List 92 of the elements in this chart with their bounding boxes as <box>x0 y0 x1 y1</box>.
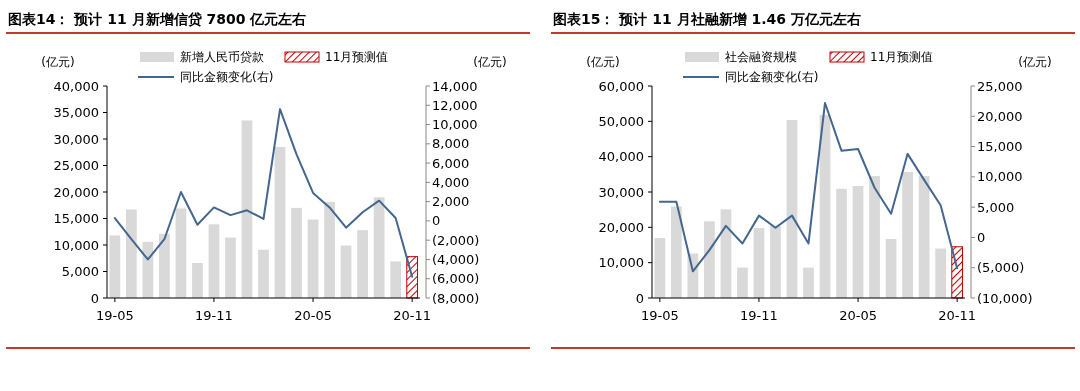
y2-tick-label: 10,000 <box>977 169 1023 185</box>
bar <box>885 238 897 298</box>
bar <box>671 206 682 298</box>
bar <box>159 233 170 298</box>
bar <box>654 237 666 298</box>
y2-tick-label: (4,000) <box>432 252 480 267</box>
bar <box>852 185 864 298</box>
y2-tick-label: (6,000) <box>432 271 480 287</box>
bar <box>737 267 748 298</box>
y-tick-label: 60,000 <box>598 78 644 94</box>
y2-tick-label: 20,000 <box>977 108 1023 124</box>
y2-tick-label: 5,000 <box>977 199 1015 215</box>
y2-tick-label: (2,000) <box>432 232 480 248</box>
x-tick-label: 19-11 <box>195 308 233 323</box>
bar <box>869 176 880 298</box>
bar <box>307 219 319 298</box>
chart-title: 图表14： 预计 11 月新增信贷 7800 亿元左右 <box>8 11 307 27</box>
y2-tick-label: 12,000 <box>432 97 478 113</box>
y2-tick-label: 2,000 <box>432 194 470 210</box>
y2-tick-label: 0 <box>977 229 986 245</box>
bar <box>770 225 781 298</box>
y2-tick-label: (5,000) <box>977 260 1025 276</box>
bar <box>935 248 947 298</box>
y-tick-label: 25,000 <box>53 158 99 174</box>
y2-tick-label: 14,000 <box>432 78 478 94</box>
x-tick-label: 19-11 <box>740 308 778 323</box>
bar <box>902 171 913 298</box>
y-tick-label: 30,000 <box>598 184 644 200</box>
y2-tick-label: 8,000 <box>432 136 470 152</box>
bar <box>109 235 121 298</box>
y2-tick-label: 0 <box>432 213 441 229</box>
legend-label: 11月预测值 <box>325 50 389 65</box>
bar <box>241 120 253 298</box>
y2-tick-label: 10,000 <box>432 117 478 133</box>
y2-tick-label: 25,000 <box>977 78 1023 94</box>
x-tick-label: 20-05 <box>294 308 332 323</box>
chart-title: 图表15： 预计 11 月社融新增 1.46 万亿元左右 <box>553 11 861 27</box>
bar <box>390 261 402 298</box>
y2-tick-label: 4,000 <box>432 174 470 190</box>
x-tick-label: 20-11 <box>393 308 432 323</box>
line-series <box>658 101 959 273</box>
y2-axis-title: (亿元) <box>473 55 507 69</box>
y2-tick-label: 15,000 <box>977 139 1023 155</box>
y-tick-label: 10,000 <box>598 255 644 271</box>
x-tick-label: 20-11 <box>938 308 977 323</box>
y-tick-label: 20,000 <box>598 219 644 235</box>
legend-label: 同比金额变化(右) <box>725 70 819 85</box>
y-tick-label: 30,000 <box>53 131 99 147</box>
y-tick-label: 35,000 <box>53 105 99 121</box>
bar <box>274 146 286 298</box>
legend-label: 同比金额变化(右) <box>180 70 274 85</box>
line-series <box>113 108 414 278</box>
bar <box>126 209 137 298</box>
y-tick-label: 0 <box>635 290 644 306</box>
y2-tick-label: 6,000 <box>432 155 470 171</box>
y-tick-label: 5,000 <box>61 264 99 280</box>
y-axis-title: (亿元) <box>41 55 75 69</box>
bar <box>373 197 385 298</box>
bar <box>291 207 302 298</box>
bar <box>357 230 368 298</box>
legend-label: 新增人民币贷款 <box>180 50 264 65</box>
bar <box>208 224 220 298</box>
legend-label: 11月预测值 <box>870 50 934 65</box>
bar <box>175 208 187 298</box>
y-tick-label: 50,000 <box>598 113 644 129</box>
bar <box>803 267 814 298</box>
bar <box>324 202 335 298</box>
bar <box>786 119 798 298</box>
bar <box>192 263 203 298</box>
y-axis-title: (亿元) <box>586 55 620 69</box>
y-tick-label: 15,000 <box>53 211 99 227</box>
bar <box>704 221 715 298</box>
x-tick-label: 19-05 <box>95 308 134 323</box>
y-tick-label: 40,000 <box>598 149 644 165</box>
y-tick-label: 40,000 <box>53 78 99 94</box>
bar <box>918 176 930 298</box>
bar <box>836 188 847 298</box>
y2-axis-title: (亿元) <box>1018 55 1052 69</box>
y-tick-label: 0 <box>90 290 99 306</box>
bar <box>753 228 765 298</box>
y2-tick-label: (8,000) <box>432 290 480 306</box>
bar <box>258 249 269 298</box>
legend-label: 社会融资规模 <box>725 50 797 65</box>
y2-tick-label: (10,000) <box>977 290 1033 306</box>
bar <box>225 237 236 298</box>
bar <box>406 256 419 299</box>
x-tick-label: 19-05 <box>640 308 679 323</box>
x-tick-label: 20-05 <box>839 308 877 323</box>
bar <box>951 246 964 299</box>
y-tick-label: 10,000 <box>53 237 99 253</box>
y-tick-label: 20,000 <box>53 184 99 200</box>
bar <box>340 245 352 298</box>
